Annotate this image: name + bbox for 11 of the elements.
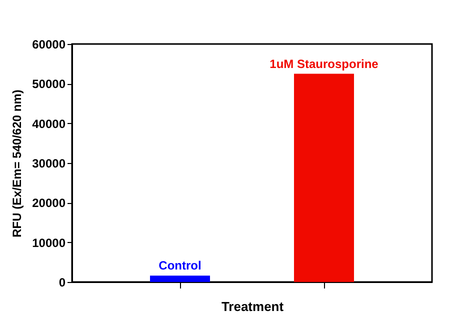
x-tick-label: Control bbox=[158, 258, 202, 273]
y-tick-label: 40000 bbox=[32, 116, 66, 131]
y-tick-label: 10000 bbox=[32, 236, 66, 250]
y-tick-label: 50000 bbox=[32, 77, 66, 92]
y-tick-label: 60000 bbox=[32, 38, 66, 52]
y-tick-label: 20000 bbox=[32, 196, 66, 210]
y-tick-label: 30000 bbox=[32, 156, 66, 170]
y-tick-label: 0 bbox=[58, 276, 66, 290]
x-tick-label: 1uM Staurosporine bbox=[270, 56, 379, 71]
y-axis-title: RFU (Ex/Em= 540/620 nm) bbox=[10, 90, 24, 238]
x-axis-title: Treatment bbox=[221, 299, 284, 314]
